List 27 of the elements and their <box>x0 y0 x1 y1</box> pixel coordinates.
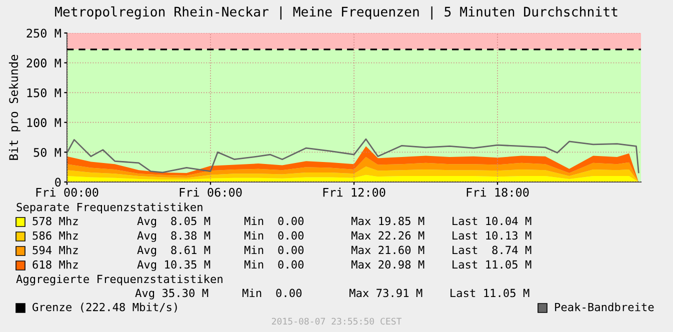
text: Avg 8.38 M Min 0.00 Max 22.26 M Last 10.13 M <box>137 231 532 242</box>
x-tick-label: Fri 06:00 <box>180 188 242 197</box>
text: 2015-08-07 23:55:50 CEST <box>272 318 402 325</box>
legend-label: 586 Mhz <box>32 231 78 240</box>
y-axis-title: Bit pro Sekunde <box>8 54 20 160</box>
legend-label: Peak-Bandbreite <box>555 302 654 312</box>
text: Aggregierte Frequenzstatistiken <box>16 274 222 286</box>
text: Avg 35.30 M Min 0.00 Max 73.91 M Last 11.05 M <box>135 288 530 300</box>
y-tick-label: 250 M <box>26 28 61 38</box>
legend-label: 578 Mhz <box>32 216 78 226</box>
line-series <box>67 138 640 174</box>
legend-label: 594 Mhz <box>32 246 78 254</box>
x-tick-label: Fri 18:00 <box>466 188 529 197</box>
chart-title: Metropolregion Rhein-Neckar | Meine Frequenzen | 5 Minuten Durchschnitt <box>55 6 618 20</box>
y-tick-label: 0 <box>55 178 61 187</box>
text: Avg 10.35 M Min 0.00 Max 20.98 M Last 11.05 M <box>137 260 532 271</box>
x-tick-label: Fri 00:00 <box>36 188 98 197</box>
legend-label: 618 Mhz <box>32 260 78 269</box>
y-tick-label: 100 M <box>27 118 61 128</box>
text: Avg 8.05 M Min 0.00 Max 19.85 M Last 10.04 M <box>137 216 532 228</box>
text: Avg 8.61 M Min 0.00 Max 21.60 M Last 8.74 M <box>137 246 532 256</box>
x-tick-label: Fri 12:00 <box>323 188 386 197</box>
text: Separate Frequenzstatistiken <box>16 202 202 214</box>
y-tick-label: 200 M <box>26 58 61 68</box>
y-tick-label: 150 M <box>27 88 61 98</box>
legend-label: Grenze (222.48 Mbit/s) <box>32 302 177 313</box>
y-tick-label: 50 M <box>34 148 61 157</box>
